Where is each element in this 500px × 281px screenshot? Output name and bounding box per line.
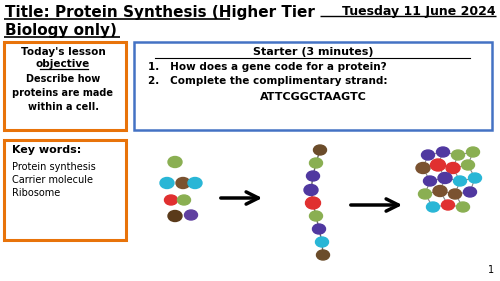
Ellipse shape <box>164 195 177 205</box>
Ellipse shape <box>418 189 432 199</box>
Ellipse shape <box>316 250 330 260</box>
Ellipse shape <box>306 197 320 209</box>
Ellipse shape <box>454 176 466 186</box>
Text: Biology only): Biology only) <box>5 23 117 38</box>
Text: Carrier molecule: Carrier molecule <box>12 175 93 185</box>
FancyBboxPatch shape <box>4 140 126 240</box>
Ellipse shape <box>426 202 440 212</box>
Ellipse shape <box>422 150 434 160</box>
Text: 1.   How does a gene code for a protein?: 1. How does a gene code for a protein? <box>148 62 386 72</box>
Ellipse shape <box>448 189 462 199</box>
Ellipse shape <box>468 173 481 183</box>
Text: Tuesday 11 June 2024: Tuesday 11 June 2024 <box>342 5 496 18</box>
Ellipse shape <box>160 178 174 189</box>
Text: objective: objective <box>36 59 90 69</box>
Ellipse shape <box>424 176 436 186</box>
Ellipse shape <box>464 187 476 197</box>
Ellipse shape <box>442 200 454 210</box>
Ellipse shape <box>446 162 460 173</box>
FancyBboxPatch shape <box>4 42 126 130</box>
Ellipse shape <box>168 157 182 167</box>
Text: Ribosome: Ribosome <box>12 188 60 198</box>
Ellipse shape <box>462 160 474 170</box>
Ellipse shape <box>436 147 450 157</box>
Text: Starter (3 minutes): Starter (3 minutes) <box>253 47 373 57</box>
Ellipse shape <box>306 171 320 181</box>
Text: Today's lesson: Today's lesson <box>20 47 105 57</box>
Ellipse shape <box>168 210 182 221</box>
Text: Protein synthesis: Protein synthesis <box>12 162 96 172</box>
Text: Title: Protein Synthesis (Higher Tier: Title: Protein Synthesis (Higher Tier <box>5 5 315 20</box>
Ellipse shape <box>310 158 322 168</box>
Ellipse shape <box>184 210 198 220</box>
FancyBboxPatch shape <box>134 42 492 130</box>
Ellipse shape <box>316 237 328 247</box>
Ellipse shape <box>438 173 452 183</box>
Ellipse shape <box>416 162 430 173</box>
Text: 1: 1 <box>488 265 494 275</box>
Ellipse shape <box>304 185 318 196</box>
Text: Describe how
proteins are made
within a cell.: Describe how proteins are made within a … <box>12 74 114 112</box>
Text: Key words:: Key words: <box>12 145 81 155</box>
Ellipse shape <box>178 195 190 205</box>
Ellipse shape <box>456 202 469 212</box>
Ellipse shape <box>452 150 464 160</box>
Ellipse shape <box>176 178 190 189</box>
Text: ATTCGGCTAAGTC: ATTCGGCTAAGTC <box>260 92 366 102</box>
Ellipse shape <box>314 145 326 155</box>
Text: 2.   Complete the complimentary strand:: 2. Complete the complimentary strand: <box>148 76 388 86</box>
Ellipse shape <box>466 147 479 157</box>
Ellipse shape <box>312 224 326 234</box>
Ellipse shape <box>430 159 446 171</box>
Ellipse shape <box>188 178 202 189</box>
Ellipse shape <box>433 185 447 196</box>
Ellipse shape <box>310 211 322 221</box>
